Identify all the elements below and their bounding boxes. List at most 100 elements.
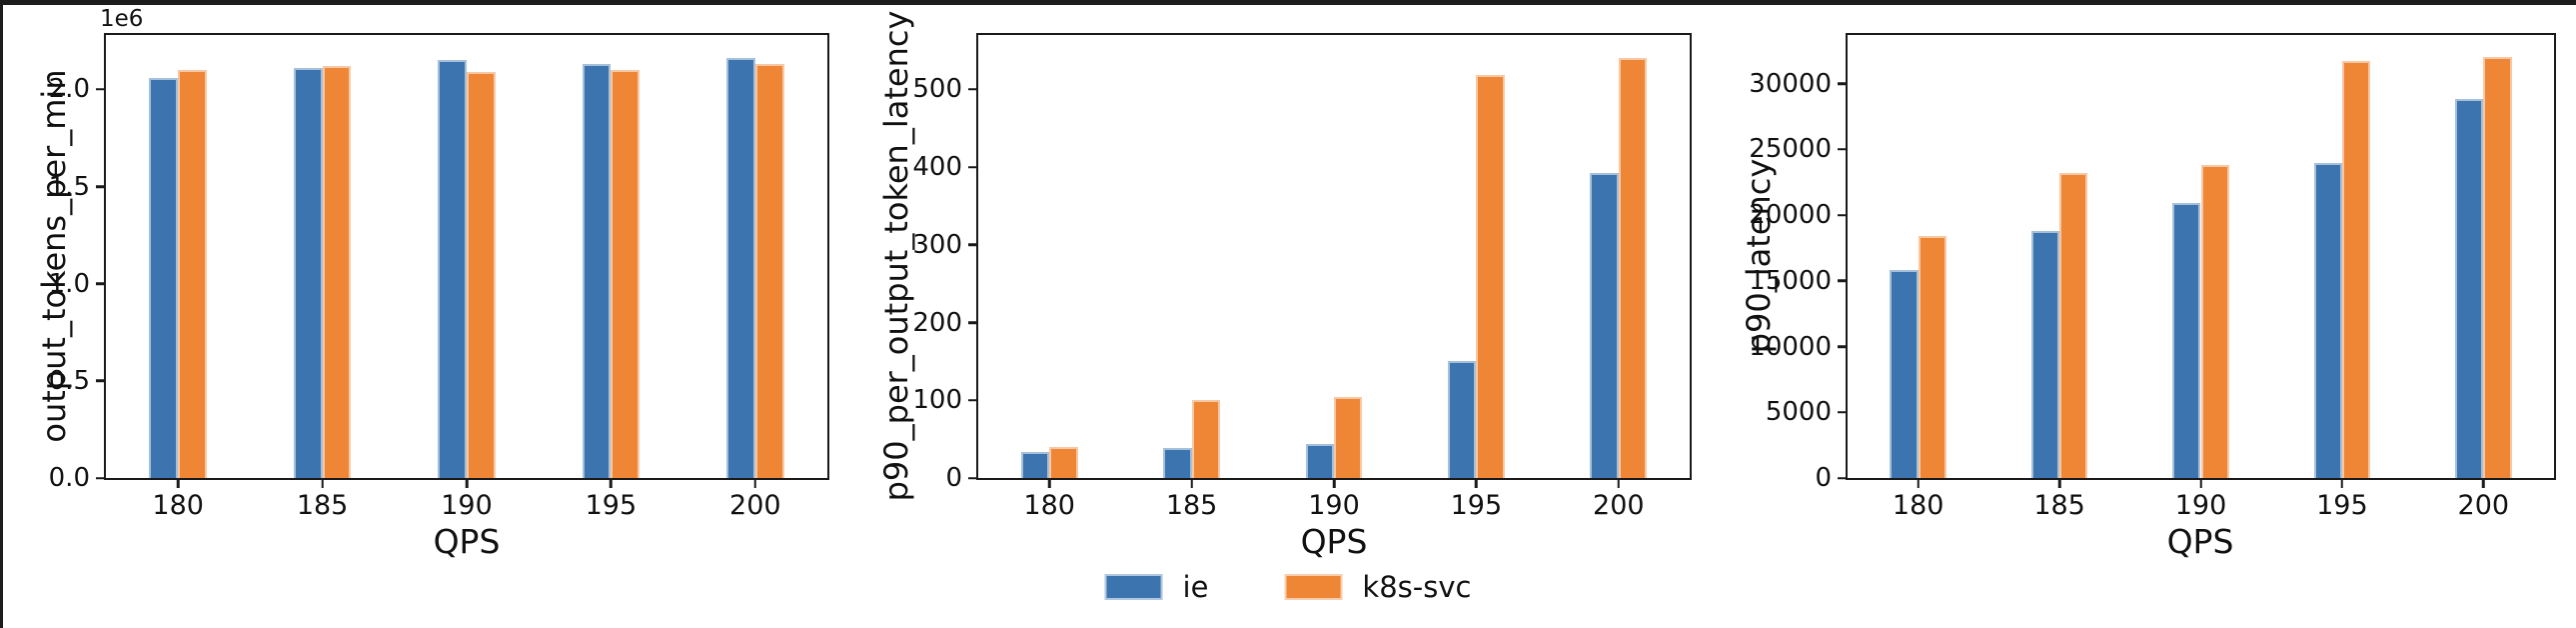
plot-p90-per-output-token-latency: 0 100 200 300 400 500 180 185 190 195 200	[912, 33, 1692, 519]
bar-ie-qps-190	[1305, 443, 1334, 478]
bar-k8s-svc-qps-200	[754, 64, 784, 478]
y-tick-mark	[968, 476, 978, 480]
x-tick-mark	[1917, 478, 1920, 488]
y-tick-mark	[1838, 279, 1848, 283]
x-tick-mark	[176, 478, 180, 488]
x-tick-mark	[1332, 478, 1336, 488]
x-tick-label: 180	[152, 490, 204, 521]
bar-ie-qps-185	[1163, 448, 1192, 478]
y-tick-label: 0.0	[48, 463, 90, 493]
bar-k8s-svc-qps-185	[322, 66, 352, 478]
y-tick-label: 0	[945, 463, 962, 493]
bar-k8s-svc-qps-180	[1918, 236, 1946, 478]
y-tick-label: 1.0	[48, 268, 90, 299]
x-tick-mark	[1617, 478, 1621, 488]
x-tick-label: 190	[2174, 490, 2227, 521]
bar-ie-qps-190	[2172, 203, 2201, 478]
y-tick-label: 500	[912, 74, 962, 105]
bar-k8s-svc-qps-190	[2200, 165, 2229, 478]
y-tick-mark	[1838, 148, 1848, 151]
legend-item-ie: ie	[1104, 570, 1209, 604]
y-tick-mark	[968, 243, 978, 247]
y-tick-mark	[96, 282, 106, 285]
y-tick-mark	[1838, 345, 1848, 348]
bar-ie-qps-185	[2030, 230, 2060, 478]
y-tick-mark	[96, 379, 106, 383]
y-tick-label: 200	[912, 307, 962, 338]
legend-label-k8s-svc: k8s-svc	[1362, 570, 1472, 604]
y-tick-label: 30000	[1749, 68, 1832, 99]
x-tick-mark	[2057, 478, 2061, 488]
y-tick-label: 0.5	[48, 365, 90, 396]
x-tick-label: 190	[441, 490, 493, 521]
bar-ie-qps-180	[149, 77, 179, 478]
bar-ie-qps-190	[438, 60, 467, 478]
y-tick-label: 2.0	[48, 74, 90, 105]
bar-k8s-svc-qps-185	[2059, 173, 2088, 478]
x-tick-label: 200	[1593, 490, 1645, 521]
y-tick-label: 5000	[1765, 397, 1832, 428]
x-tick-mark	[321, 478, 324, 488]
bar-ie-qps-195	[2313, 162, 2342, 478]
x-tick-label: 185	[296, 490, 349, 521]
ylabel-p90-latency: p90_latency	[1740, 158, 1778, 354]
x-tick-mark	[610, 478, 613, 488]
bar-ie-qps-200	[2455, 99, 2484, 478]
y-tick-mark	[1838, 213, 1848, 217]
y-tick-mark	[96, 185, 106, 188]
bar-ie-qps-195	[1447, 361, 1477, 478]
y-tick-label: 25000	[1749, 134, 1832, 165]
bar-ie-qps-180	[1020, 452, 1050, 478]
legend-swatch-ie	[1104, 574, 1163, 600]
x-tick-mark	[2482, 478, 2485, 488]
x-tick-label: 195	[585, 490, 638, 521]
bar-k8s-svc-qps-180	[1049, 446, 1078, 478]
x-tick-label: 200	[729, 490, 781, 521]
y-tick-label: 100	[912, 385, 962, 416]
x-tick-mark	[1190, 478, 1193, 488]
x-tick-label: 195	[2316, 490, 2368, 521]
x-tick-mark	[465, 478, 469, 488]
y-tick-mark	[968, 88, 978, 91]
legend-label-ie: ie	[1182, 570, 1209, 604]
xlabel-qps-right: QPS	[2166, 522, 2234, 561]
y-tick-label: 20000	[1749, 200, 1832, 231]
y-tick-label: 15000	[1749, 265, 1832, 296]
plot-p90-latency: 0 5000 10000 15000 20000 25000 30000 180 185 190 1…	[1749, 33, 2556, 519]
y-tick-label: 300	[912, 229, 962, 260]
legend: ie k8s-svc	[1104, 570, 1472, 604]
bar-k8s-svc-qps-185	[1191, 400, 1221, 478]
window-border-top	[0, 0, 2576, 5]
y-tick-mark	[968, 399, 978, 402]
x-tick-mark	[1047, 478, 1051, 488]
bar-ie-qps-195	[582, 64, 612, 478]
y-tick-mark	[96, 88, 106, 91]
x-tick-label: 200	[2457, 490, 2510, 521]
ylabel-p90-per-output-token-latency: p90_per_output_token_latency	[877, 10, 915, 502]
bar-ie-qps-185	[293, 68, 323, 478]
y-tick-mark	[1838, 476, 1848, 480]
x-tick-label: 185	[1165, 490, 1218, 521]
x-tick-label: 190	[1308, 490, 1360, 521]
y-tick-mark	[1838, 82, 1848, 85]
bar-k8s-svc-qps-195	[2341, 61, 2371, 478]
bar-ie-qps-200	[725, 58, 755, 478]
y-tick-label: 1.5	[48, 171, 90, 202]
y-tick-mark	[968, 321, 978, 324]
xlabel-qps-middle: QPS	[1300, 522, 1368, 561]
x-tick-label: 180	[1023, 490, 1075, 521]
x-tick-label: 185	[2033, 490, 2085, 521]
y-tick-mark	[1838, 411, 1848, 414]
bar-k8s-svc-qps-195	[611, 69, 641, 478]
bar-k8s-svc-qps-190	[467, 71, 496, 478]
plot-output-tokens-per-min: 0.0 0.5 1.0 1.5 2.0 180 185 190 195 200	[49, 33, 829, 519]
y-tick-label: 10000	[1749, 331, 1832, 362]
xlabel-qps-left: QPS	[433, 522, 501, 561]
bar-k8s-svc-qps-200	[2483, 57, 2512, 478]
y-tick-label: 0	[1815, 463, 1832, 493]
x-tick-mark	[753, 478, 757, 488]
x-tick-mark	[2340, 478, 2344, 488]
window-border-left	[0, 0, 3, 628]
bar-k8s-svc-qps-200	[1618, 58, 1648, 478]
